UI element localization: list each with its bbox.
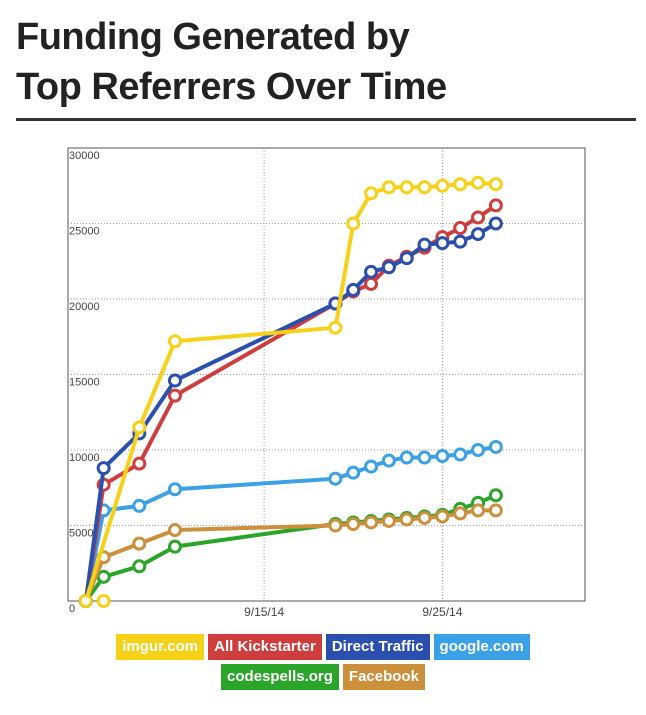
data-point — [471, 503, 486, 518]
data-point — [96, 569, 111, 584]
data-point — [167, 388, 182, 403]
data-point — [96, 461, 111, 476]
data-point — [328, 320, 343, 335]
data-point — [167, 539, 182, 554]
chart-title-line-2: Top Referrers Over Time — [16, 66, 447, 108]
data-point — [471, 227, 486, 242]
data-point — [488, 488, 503, 503]
y-tick-label: 25000 — [69, 226, 100, 238]
data-point — [132, 420, 147, 435]
series-imgur-com — [78, 175, 503, 608]
data-point — [488, 503, 503, 518]
chart-title-line-1: Funding Generated by — [16, 16, 410, 58]
legend-item-imgur-com: imgur.com — [116, 634, 205, 660]
data-point — [488, 198, 503, 213]
data-point — [399, 251, 414, 266]
data-point — [453, 506, 468, 521]
legend-row-2: codespells.org Facebook — [0, 664, 646, 692]
legend-item-facebook: Facebook — [342, 664, 425, 690]
data-point — [132, 536, 147, 551]
chart-legend: imgur.com All Kickstarter Direct Traffic go… — [0, 634, 646, 694]
data-point — [364, 459, 379, 474]
data-point — [399, 450, 414, 465]
data-point — [453, 234, 468, 249]
chart-title: Funding Generated by Top Referrers Over … — [16, 12, 447, 112]
data-point — [328, 471, 343, 486]
legend-item-direct-traffic: Direct Traffic — [325, 634, 430, 660]
y-tick-label: 20000 — [69, 301, 100, 313]
data-point — [364, 186, 379, 201]
data-point — [417, 510, 432, 525]
x-tick-label: 9/15/14 — [244, 605, 284, 619]
series-line — [83, 445, 497, 602]
data-point — [132, 498, 147, 513]
data-point — [399, 180, 414, 195]
data-point — [364, 515, 379, 530]
legend-item-google-com: google.com — [433, 634, 530, 660]
series-line — [83, 508, 496, 602]
data-point — [132, 559, 147, 574]
data-point — [346, 516, 361, 531]
y-tick-label: 15000 — [69, 377, 100, 389]
y-tick-label: 30000 — [69, 150, 100, 162]
data-point — [346, 282, 361, 297]
data-point — [417, 180, 432, 195]
data-point — [453, 221, 468, 236]
data-point — [381, 260, 396, 275]
data-point — [346, 465, 361, 480]
y-tick-label: 5000 — [69, 528, 93, 540]
data-point — [435, 449, 450, 464]
data-point — [435, 236, 450, 251]
data-point — [488, 177, 503, 192]
x-tick-label: 9/25/14 — [422, 605, 462, 619]
series-line — [84, 493, 497, 603]
data-point — [453, 177, 468, 192]
data-point — [399, 512, 414, 527]
data-point — [78, 594, 93, 608]
data-point — [364, 276, 379, 291]
data-point — [453, 447, 468, 462]
series-facebook — [78, 503, 503, 608]
data-point — [346, 216, 361, 231]
data-point — [167, 482, 182, 497]
data-point — [488, 439, 503, 454]
data-point — [381, 513, 396, 528]
data-point — [132, 456, 147, 471]
data-point — [488, 216, 503, 231]
data-point — [417, 237, 432, 252]
data-point — [167, 334, 182, 349]
data-point — [435, 509, 450, 524]
data-point — [381, 453, 396, 468]
title-divider — [16, 118, 636, 121]
legend-item-codespells-org: codespells.org — [221, 664, 339, 690]
y-tick-label: 0 — [69, 603, 75, 615]
data-point — [471, 175, 486, 190]
data-point — [364, 264, 379, 279]
y-tick-label: 10000 — [69, 452, 100, 464]
legend-row-1: imgur.com All Kickstarter Direct Traffic go… — [0, 634, 646, 662]
data-point — [471, 443, 486, 457]
data-point — [328, 518, 343, 533]
data-point — [96, 594, 111, 608]
legend-item-all-kickstarter: All Kickstarter — [208, 634, 322, 660]
data-point — [471, 210, 486, 225]
data-point — [167, 373, 182, 388]
data-point — [381, 180, 396, 195]
data-point — [167, 523, 182, 538]
data-point — [435, 178, 450, 193]
data-point — [417, 450, 432, 465]
